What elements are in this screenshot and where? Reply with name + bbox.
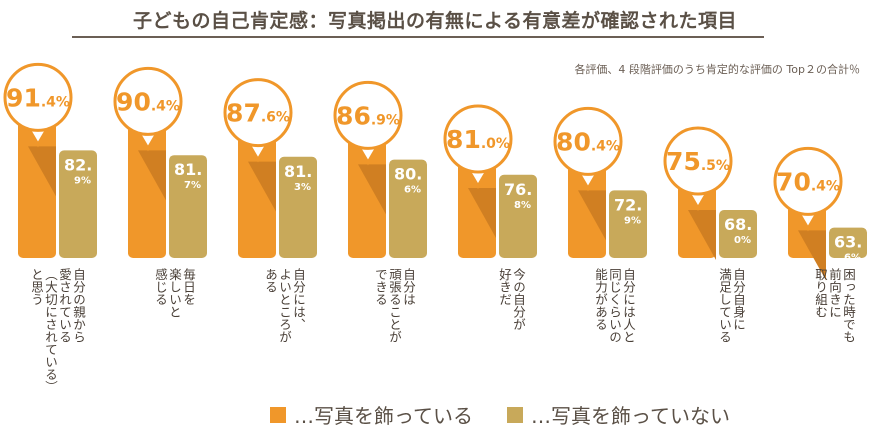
legend: …写真を飾っている …写真を飾っていない bbox=[270, 400, 730, 429]
bar-shadow bbox=[688, 210, 716, 260]
category-label-line: 自分の親から bbox=[71, 268, 86, 343]
category-label: 自分の親から 愛されている （大切にされている） と思う bbox=[29, 268, 86, 393]
value-label-without-photo-decimal: 6% bbox=[844, 253, 861, 264]
chart-note: 各評価、4 段階評価のうち肯定的な評価の Top２の合計％ bbox=[574, 63, 860, 76]
bar-without-photo bbox=[389, 159, 427, 258]
value-label-with-photo: 91.4% bbox=[6, 83, 70, 112]
bar-shadow bbox=[468, 188, 496, 238]
category-label-line: 自分自身に bbox=[731, 268, 746, 331]
legend-swatch-without-photo bbox=[507, 406, 523, 423]
value-label-without-photo-decimal: 9% bbox=[74, 175, 91, 186]
value-bubble bbox=[663, 126, 733, 196]
category-label-line: と思う bbox=[29, 268, 44, 306]
value-bubble bbox=[773, 146, 843, 216]
category-label-line: 満足している bbox=[717, 268, 732, 343]
chart-title: 子どもの自己肯定感：写真掲出の有無による有意差が確認された項目 bbox=[133, 10, 737, 32]
category-label: 自分自身に 満足している bbox=[717, 268, 746, 343]
bar-without-photo bbox=[59, 150, 97, 258]
value-label-without-photo-decimal: 3% bbox=[294, 182, 311, 193]
category-label-line: 取り組む bbox=[813, 268, 828, 318]
value-label-with-photo: 90.4% bbox=[116, 87, 180, 116]
category-label-line: ある bbox=[263, 268, 278, 293]
value-label-without-photo-decimal: 9% bbox=[624, 215, 641, 226]
category-label-line: 毎日を bbox=[181, 268, 196, 306]
value-label-without-photo-decimal: 6% bbox=[404, 185, 421, 196]
legend-label-with-photo: …写真を飾っている bbox=[294, 404, 473, 428]
value-bubble bbox=[443, 104, 513, 174]
bar-shadow bbox=[578, 190, 606, 241]
category-label-line: よいところが bbox=[277, 268, 292, 343]
category-label-line: 今の自分が bbox=[511, 268, 526, 331]
bar-without-photo bbox=[169, 155, 207, 258]
value-label-without-photo: 63. bbox=[834, 233, 862, 252]
category-label: 毎日を 楽しいと 感じる bbox=[153, 268, 196, 318]
value-bubble bbox=[113, 66, 183, 136]
value-label-with-photo: 86.9% bbox=[336, 101, 400, 130]
value-label-without-photo: 80. bbox=[394, 165, 422, 184]
value-label-with-photo: 81.0% bbox=[446, 125, 510, 154]
legend-swatch-with-photo bbox=[270, 406, 286, 423]
bar-without-photo bbox=[719, 210, 757, 258]
category-label: 自分には人と 同じくらいの 能力がある bbox=[593, 268, 636, 343]
value-bubble bbox=[3, 62, 73, 132]
value-label-without-photo: 68. bbox=[724, 215, 752, 234]
value-label-without-photo: 76. bbox=[504, 180, 532, 199]
value-label-without-photo-decimal: 0% bbox=[734, 235, 751, 246]
value-label-without-photo: 81. bbox=[174, 160, 202, 179]
value-bubble bbox=[223, 78, 293, 148]
category-label-line: 好きだ bbox=[497, 268, 512, 306]
category-label-line: 困った時でも bbox=[841, 268, 856, 343]
bar-shadow bbox=[28, 146, 56, 197]
category-label-line: 自分には、 bbox=[291, 268, 306, 331]
category-label-line: 能力がある bbox=[593, 268, 608, 331]
bar-with-photo bbox=[458, 158, 496, 258]
value-label-without-photo: 72. bbox=[614, 195, 642, 214]
legend-label-without-photo: …写真を飾っていない bbox=[531, 404, 730, 428]
category-label-line: 同じくらいの bbox=[607, 268, 622, 343]
title-underline bbox=[72, 36, 764, 38]
value-label-with-photo: 75.5% bbox=[666, 147, 730, 176]
bar-shadow bbox=[798, 230, 826, 281]
category-label: 今の自分が 好きだ bbox=[497, 268, 526, 331]
bar-without-photo bbox=[609, 190, 647, 258]
bar-shadow bbox=[358, 164, 386, 215]
category-label-line: 感じる bbox=[153, 268, 168, 306]
category-label-line: （大切にされている） bbox=[43, 268, 58, 393]
category-label-line: 自分は bbox=[401, 268, 416, 306]
value-label-with-photo: 80.4% bbox=[556, 127, 620, 156]
value-label-without-photo-decimal: 8% bbox=[514, 200, 531, 211]
bar-shadow bbox=[248, 161, 276, 212]
value-label-without-photo: 81. bbox=[284, 162, 312, 181]
value-bubble bbox=[333, 80, 403, 150]
bar-without-photo bbox=[279, 156, 317, 258]
category-label-line: 頑張ることが bbox=[387, 268, 402, 343]
category-label: 自分には、 よいところが ある bbox=[263, 268, 306, 343]
bar-without-photo bbox=[499, 174, 537, 258]
value-label-with-photo: 87.6% bbox=[226, 99, 290, 128]
category-label-line: 愛されている bbox=[57, 268, 72, 343]
value-label-with-photo: 70.4% bbox=[776, 167, 840, 196]
category-label: 困った時でも 前向きに 取り組む bbox=[813, 268, 856, 343]
value-label-without-photo: 82. bbox=[64, 155, 92, 174]
bar-with-photo bbox=[568, 160, 606, 258]
category-label-line: 前向きに bbox=[827, 268, 842, 318]
value-label-without-photo-decimal: 7% bbox=[184, 180, 201, 191]
category-label-line: できる bbox=[373, 268, 388, 306]
category-label: 自分は 頑張ることが できる bbox=[373, 268, 416, 343]
category-label-line: 自分には人と bbox=[621, 268, 636, 343]
category-label-line: 楽しいと bbox=[167, 268, 182, 318]
bar-shadow bbox=[138, 150, 166, 201]
value-bubble bbox=[553, 106, 623, 176]
bar-without-photo bbox=[829, 227, 867, 258]
